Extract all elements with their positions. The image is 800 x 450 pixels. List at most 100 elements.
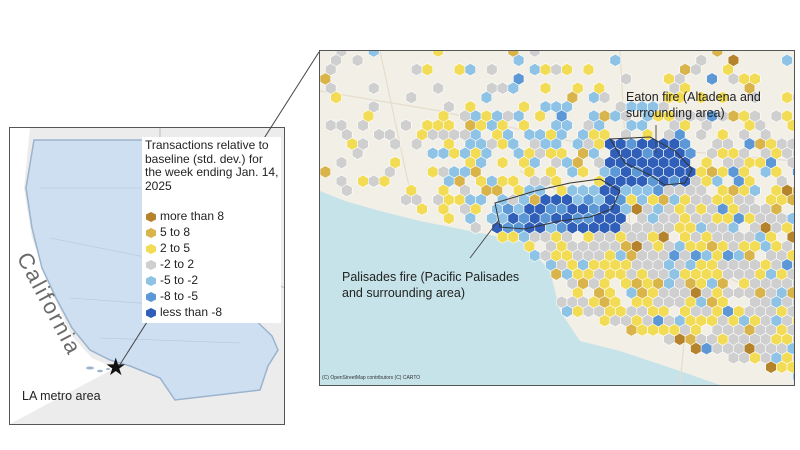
legend-item: more than 8 bbox=[146, 210, 224, 224]
hex-cell bbox=[727, 351, 740, 365]
hex-cell bbox=[749, 351, 761, 365]
hex-cell bbox=[373, 128, 385, 142]
hex-cell bbox=[711, 51, 724, 58]
hex-cell bbox=[786, 118, 794, 132]
hex-cell bbox=[367, 81, 380, 95]
legend-label: 5 to 8 bbox=[160, 225, 191, 240]
hex-cell bbox=[609, 53, 622, 67]
hex-cell bbox=[609, 314, 622, 328]
legend-swatch bbox=[146, 276, 156, 286]
hex-cell bbox=[781, 53, 793, 67]
hex-cell bbox=[738, 351, 750, 365]
hex-cell bbox=[609, 109, 622, 123]
legend-item: -5 to -2 bbox=[146, 274, 198, 288]
hex-cell bbox=[427, 128, 439, 142]
hex-cell bbox=[351, 53, 364, 67]
legend-item: 5 to 8 bbox=[146, 226, 190, 240]
hex-cell bbox=[727, 72, 740, 86]
hex-cell bbox=[792, 372, 794, 381]
legend-swatch bbox=[146, 308, 156, 318]
hex-cell bbox=[496, 81, 509, 95]
legend-item: -8 to -5 bbox=[146, 290, 198, 304]
hex-cell bbox=[529, 249, 541, 263]
hex-cell bbox=[486, 63, 498, 77]
hex-cell bbox=[432, 51, 444, 58]
hex-cell bbox=[529, 63, 541, 77]
hex-cell bbox=[330, 90, 342, 105]
hex-cell bbox=[588, 90, 600, 105]
hex-cell bbox=[706, 72, 718, 86]
legend-label: -8 to -5 bbox=[160, 289, 199, 304]
eaton-fire-outline bbox=[609, 136, 693, 186]
hex-cell bbox=[453, 63, 466, 77]
hex-cell bbox=[529, 51, 541, 58]
hex-cell bbox=[711, 342, 724, 356]
hex-cell bbox=[647, 323, 659, 337]
hex-cell bbox=[636, 323, 648, 337]
legend-swatch bbox=[146, 212, 156, 222]
metro-label: LA metro area bbox=[22, 389, 101, 403]
hex-cell bbox=[367, 51, 380, 58]
hex-cell bbox=[776, 360, 788, 374]
palisades-fire-outline bbox=[494, 178, 621, 230]
legend-item: -2 to 2 bbox=[146, 258, 194, 272]
hex-cell bbox=[550, 267, 562, 281]
hex-cell bbox=[539, 81, 552, 95]
hex-cell bbox=[341, 183, 353, 198]
hex-cell bbox=[507, 81, 519, 95]
hex-cell bbox=[749, 90, 761, 105]
hex-cell bbox=[496, 137, 509, 151]
hex-cell bbox=[674, 332, 686, 346]
hex-cell bbox=[400, 193, 412, 207]
eaton-fire-label: Eaton fire (Altadena and surrounding are… bbox=[626, 90, 761, 120]
hex-cell bbox=[674, 90, 686, 105]
hex-cell bbox=[427, 165, 439, 179]
hex-cell bbox=[507, 230, 519, 244]
hex-cell bbox=[663, 332, 675, 346]
hex-cell bbox=[792, 167, 794, 177]
legend-item: less than -8 bbox=[146, 306, 222, 320]
hex-cell bbox=[427, 146, 439, 160]
legend-swatch bbox=[146, 244, 156, 254]
hex-cell bbox=[513, 53, 525, 67]
hex-cell bbox=[416, 202, 428, 216]
hex-cell bbox=[792, 93, 794, 102]
legend-item: 2 to 5 bbox=[146, 242, 190, 256]
hex-cell bbox=[448, 146, 460, 160]
hex-cell bbox=[620, 72, 632, 86]
hex-cell bbox=[690, 342, 702, 356]
hex-cell bbox=[470, 221, 482, 235]
hex-cell bbox=[695, 128, 707, 142]
ocean bbox=[320, 191, 720, 385]
hex-cell bbox=[400, 118, 412, 132]
hex-cell bbox=[335, 156, 348, 170]
legend-title: Transactions relative to baseline (std. … bbox=[145, 138, 279, 193]
hex-cell bbox=[733, 286, 745, 300]
hex-cell bbox=[443, 211, 455, 225]
hex-cell bbox=[781, 90, 793, 105]
hex-cell bbox=[716, 90, 729, 105]
hex-cell bbox=[496, 230, 509, 244]
hex-cell bbox=[598, 90, 611, 105]
map-attribution: (C) OpenStreetMap contributors (C) CARTO bbox=[322, 375, 421, 381]
hex-cell bbox=[357, 118, 369, 132]
legend: Transactions relative to baseline (std. … bbox=[142, 137, 281, 323]
hex-cell bbox=[625, 323, 638, 337]
palisades-fire-label: Palisades fire (Pacific Palisades and su… bbox=[342, 270, 520, 300]
hex-cell bbox=[695, 90, 707, 105]
legend-label: -5 to -2 bbox=[160, 273, 199, 288]
hex-cell bbox=[320, 165, 331, 179]
hex-cell bbox=[432, 81, 444, 95]
hex-cell bbox=[550, 63, 562, 77]
hex-cell bbox=[534, 109, 546, 123]
hex-cell bbox=[411, 137, 423, 151]
hex-cell bbox=[786, 193, 794, 207]
hex-cell bbox=[405, 90, 417, 105]
hex-cell bbox=[582, 304, 595, 318]
hex-cell bbox=[464, 63, 476, 77]
hex-map bbox=[320, 51, 794, 385]
hex-cell bbox=[598, 314, 611, 328]
main-map: Eaton fire (Altadena and surrounding are… bbox=[319, 50, 795, 386]
legend-swatch bbox=[146, 260, 156, 270]
hex-cell bbox=[421, 63, 434, 77]
